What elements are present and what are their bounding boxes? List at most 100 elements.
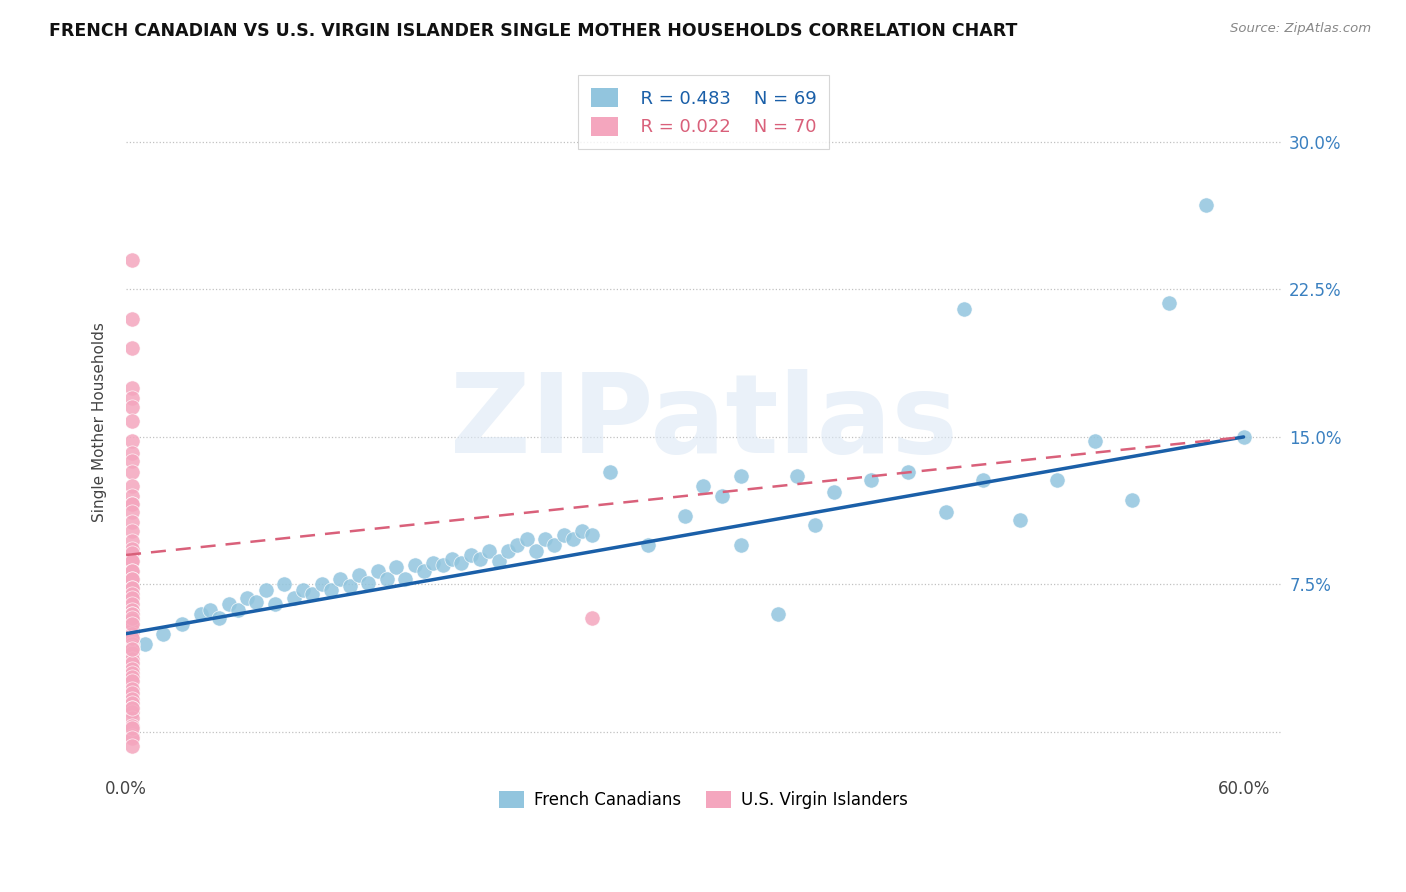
Legend: French Canadians, U.S. Virgin Islanders: French Canadians, U.S. Virgin Islanders xyxy=(492,784,915,815)
Point xyxy=(786,469,808,483)
Point xyxy=(581,528,603,542)
Point xyxy=(245,595,267,609)
Point xyxy=(121,662,143,676)
Point xyxy=(226,603,249,617)
Point xyxy=(121,582,143,596)
Point xyxy=(121,312,143,326)
Point xyxy=(121,701,143,715)
Y-axis label: Single Mother Households: Single Mother Households xyxy=(93,322,107,522)
Point xyxy=(581,611,603,625)
Point xyxy=(599,466,621,480)
Point xyxy=(121,721,143,735)
Point xyxy=(394,572,416,586)
Point xyxy=(121,623,143,637)
Point xyxy=(121,636,143,650)
Text: Source: ZipAtlas.com: Source: ZipAtlas.com xyxy=(1230,22,1371,36)
Point xyxy=(283,591,305,606)
Point xyxy=(121,497,143,511)
Point xyxy=(208,611,231,625)
Point xyxy=(121,642,143,657)
Point xyxy=(311,577,333,591)
Point xyxy=(121,686,143,700)
Point xyxy=(121,414,143,428)
Point xyxy=(121,646,143,660)
Point xyxy=(1046,473,1069,487)
Point xyxy=(385,559,408,574)
Point xyxy=(692,479,714,493)
Point xyxy=(730,469,752,483)
Point xyxy=(121,706,143,720)
Point xyxy=(121,607,143,621)
Point xyxy=(1121,492,1143,507)
Point xyxy=(450,556,472,570)
Point xyxy=(121,582,143,596)
Point xyxy=(953,301,976,316)
Point xyxy=(121,252,143,267)
Point xyxy=(121,479,143,493)
Point xyxy=(1084,434,1107,448)
Point xyxy=(823,485,845,500)
Point xyxy=(121,670,143,684)
Point xyxy=(121,564,143,578)
Point xyxy=(432,558,454,572)
Point xyxy=(121,391,143,405)
Point xyxy=(121,534,143,549)
Point xyxy=(121,626,143,640)
Point xyxy=(534,533,557,547)
Point xyxy=(121,681,143,696)
Point xyxy=(121,626,143,640)
Point xyxy=(730,538,752,552)
Point xyxy=(121,497,143,511)
Point xyxy=(440,552,463,566)
Point xyxy=(468,552,491,566)
Point xyxy=(121,542,143,557)
Point xyxy=(121,445,143,459)
Point xyxy=(236,591,259,606)
Point xyxy=(121,613,143,627)
Point xyxy=(121,640,143,655)
Point xyxy=(121,505,143,519)
Point xyxy=(121,554,143,568)
Point xyxy=(121,631,143,645)
Point xyxy=(496,544,519,558)
Point xyxy=(673,508,696,523)
Point xyxy=(121,564,143,578)
Point xyxy=(121,524,143,539)
Point xyxy=(121,466,143,480)
Point xyxy=(121,691,143,706)
Point xyxy=(804,518,827,533)
Point xyxy=(121,696,143,710)
Point xyxy=(121,607,143,621)
Point xyxy=(347,567,370,582)
Point xyxy=(404,558,426,572)
Point xyxy=(422,556,444,570)
Point xyxy=(121,611,143,625)
Point xyxy=(121,652,143,666)
Point xyxy=(121,719,143,733)
Point xyxy=(637,538,659,552)
Point xyxy=(218,597,240,611)
Point xyxy=(121,603,143,617)
Point xyxy=(121,642,143,657)
Point xyxy=(121,656,143,670)
Point xyxy=(121,489,143,503)
Point xyxy=(190,607,212,621)
Point xyxy=(121,453,143,467)
Point xyxy=(478,544,501,558)
Point xyxy=(121,434,143,448)
Point xyxy=(357,575,380,590)
Point xyxy=(121,731,143,745)
Point xyxy=(488,554,510,568)
Point xyxy=(264,597,287,611)
Point xyxy=(134,636,156,650)
Text: ZIPatlas: ZIPatlas xyxy=(450,368,957,475)
Point xyxy=(543,538,565,552)
Point xyxy=(121,616,143,631)
Point xyxy=(121,381,143,395)
Point xyxy=(121,666,143,681)
Point xyxy=(121,342,143,356)
Point xyxy=(972,473,994,487)
Text: FRENCH CANADIAN VS U.S. VIRGIN ISLANDER SINGLE MOTHER HOUSEHOLDS CORRELATION CHA: FRENCH CANADIAN VS U.S. VIRGIN ISLANDER … xyxy=(49,22,1018,40)
Point xyxy=(121,711,143,725)
Point xyxy=(121,515,143,529)
